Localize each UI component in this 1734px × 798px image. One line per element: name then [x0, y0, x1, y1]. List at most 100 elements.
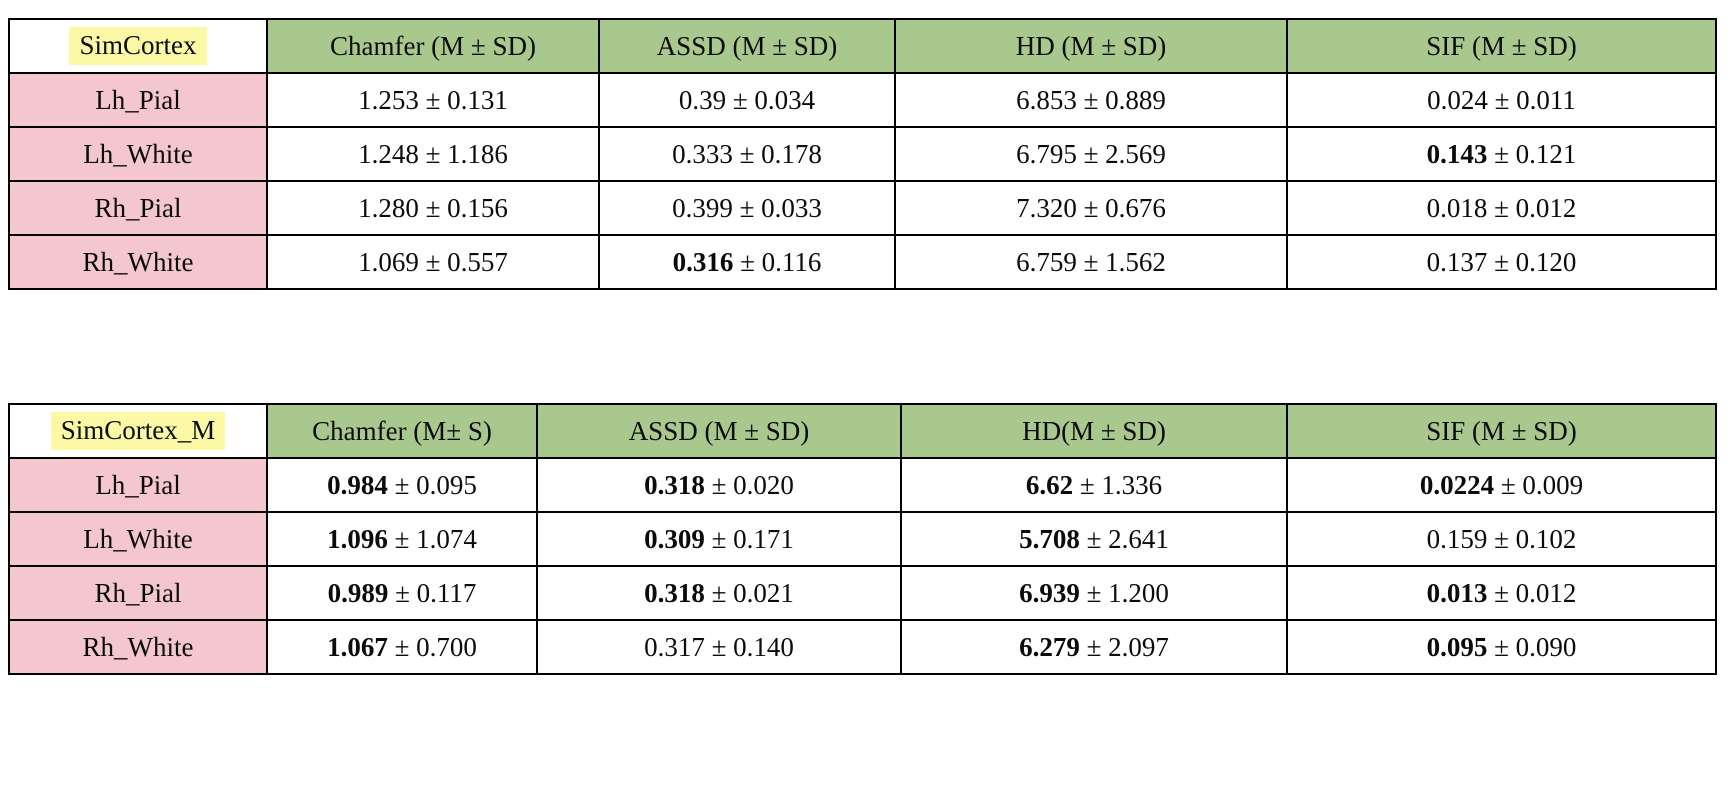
- column-header: ASSD (M ± SD): [598, 18, 896, 74]
- mean-value: 0.013: [1426, 577, 1488, 608]
- plus-minus-separator: ±: [418, 192, 448, 223]
- mean-value: 6.939: [1019, 577, 1080, 608]
- metric-value-cell: 0.137 ± 0.120: [1286, 234, 1717, 290]
- plus-minus-separator: ±: [726, 84, 755, 115]
- sd-value: 0.676: [1105, 192, 1166, 223]
- column-header: Chamfer (M± S): [266, 403, 538, 459]
- metric-value-cell: 6.795 ± 2.569: [894, 126, 1288, 182]
- metric-value-cell: 0.309 ± 0.171: [536, 511, 902, 567]
- mean-value: 0.333: [672, 138, 733, 169]
- plus-minus-separator: ±: [1487, 192, 1516, 223]
- sd-value: 0.120: [1515, 246, 1577, 277]
- metric-value-cell: 0.318 ± 0.021: [536, 565, 902, 621]
- sd-value: 0.090: [1515, 631, 1577, 662]
- mean-value: 0.989: [327, 577, 389, 608]
- highlighted-table-title: SimCortex: [69, 27, 207, 65]
- mean-value: 6.62: [1025, 469, 1074, 500]
- mean-value: 7.320: [1016, 192, 1077, 223]
- metric-value-cell: 0.399 ± 0.033: [598, 180, 896, 236]
- metric-value-cell: 0.316 ± 0.116: [598, 234, 896, 290]
- table-row: Lh_Pial 0.984 ± 0.095 0.318 ± 0.020 6.62 ± …: [8, 457, 1717, 513]
- sd-value: 0.178: [761, 138, 822, 169]
- row-label-cell: Rh_Pial: [8, 180, 268, 236]
- header-row: SimCortex_M Chamfer (M± S) ASSD (M ± SD) HD…: [8, 403, 1717, 459]
- mean-value: 0.318: [644, 577, 705, 608]
- highlighted-table-title: SimCortex_M: [50, 412, 226, 450]
- metric-value-cell: 0.989 ± 0.117: [266, 565, 538, 621]
- column-header: SIF (M ± SD): [1286, 18, 1717, 74]
- metric-value-cell: 0.159 ± 0.102: [1286, 511, 1717, 567]
- mean-value: 1.248: [358, 138, 419, 169]
- sd-value: 0.012: [1515, 192, 1577, 223]
- sd-value: 1.074: [416, 523, 477, 554]
- plus-minus-separator: ±: [1487, 84, 1517, 115]
- mean-value: 1.069: [358, 246, 419, 277]
- mean-value: 0.316: [672, 246, 734, 277]
- table-row: Rh_Pial 0.989 ± 0.117 0.318 ± 0.021 6.939 ±…: [8, 565, 1717, 621]
- mean-value: 1.067: [327, 631, 388, 662]
- metric-value-cell: 0.984 ± 0.095: [266, 457, 538, 513]
- sd-value: 0.116: [761, 246, 822, 277]
- plus-minus-separator: ±: [1079, 631, 1109, 662]
- plus-minus-separator: ±: [733, 246, 762, 277]
- simcortex-m-metrics-table: SimCortex_M Chamfer (M± S) ASSD (M ± SD) HD…: [8, 403, 1717, 675]
- row-label-cell: Rh_White: [8, 234, 268, 290]
- metric-value-cell: 6.62 ± 1.336: [900, 457, 1288, 513]
- metric-value-cell: 1.280 ± 0.156: [266, 180, 600, 236]
- sd-value: 1.336: [1101, 469, 1163, 500]
- plus-minus-separator: ±: [732, 192, 762, 223]
- row-label-cell: Rh_Pial: [8, 565, 268, 621]
- metric-value-cell: 1.253 ± 0.131: [266, 72, 600, 128]
- mean-value: 6.279: [1019, 631, 1080, 662]
- table-row: Rh_White 1.067 ± 0.700 0.317 ± 0.140 6.279 …: [8, 619, 1717, 675]
- metric-value-cell: 0.018 ± 0.012: [1286, 180, 1717, 236]
- sd-value: 1.200: [1108, 577, 1169, 608]
- column-header: SIF (M ± SD): [1286, 403, 1717, 459]
- plus-minus-separator: ±: [1079, 577, 1109, 608]
- sd-value: 0.140: [733, 631, 794, 662]
- mean-value: 0.159: [1426, 523, 1488, 554]
- sd-value: 1.562: [1105, 246, 1166, 277]
- plus-minus-separator: ±: [1079, 523, 1109, 554]
- mean-value: 0.317: [644, 631, 705, 662]
- column-header: HD (M ± SD): [894, 18, 1288, 74]
- mean-value: 5.708: [1019, 523, 1080, 554]
- plus-minus-separator: ±: [732, 138, 762, 169]
- metric-value-cell: 1.248 ± 1.186: [266, 126, 600, 182]
- plus-minus-separator: ±: [704, 577, 734, 608]
- metric-value-cell: 0.143 ± 0.121: [1286, 126, 1717, 182]
- mean-value: 1.096: [327, 523, 388, 554]
- plus-minus-separator: ±: [388, 577, 417, 608]
- sd-value: 0.156: [447, 192, 508, 223]
- corner-label-cell: SimCortex: [8, 18, 268, 74]
- sd-value: 0.095: [416, 469, 477, 500]
- metric-value-cell: 0.095 ± 0.090: [1286, 619, 1717, 675]
- table-row: Lh_White 1.096 ± 1.074 0.309 ± 0.171 5.708 …: [8, 511, 1717, 567]
- row-label-cell: Lh_White: [8, 126, 268, 182]
- plus-minus-separator: ±: [387, 469, 417, 500]
- plus-minus-separator: ±: [418, 138, 448, 169]
- metric-value-cell: 6.939 ± 1.200: [900, 565, 1288, 621]
- plus-minus-separator: ±: [704, 631, 734, 662]
- plus-minus-separator: ±: [1073, 469, 1102, 500]
- table-row: Rh_White 1.069 ± 0.557 0.316 ± 0.116 6.759 …: [8, 234, 1717, 290]
- plus-minus-separator: ±: [418, 246, 448, 277]
- plus-minus-separator: ±: [1487, 523, 1516, 554]
- plus-minus-separator: ±: [1076, 192, 1106, 223]
- metric-value-cell: 0.013 ± 0.012: [1286, 565, 1717, 621]
- mean-value: 0.018: [1426, 192, 1488, 223]
- plus-minus-separator: ±: [418, 84, 448, 115]
- plus-minus-separator: ±: [1487, 577, 1516, 608]
- metric-value-cell: 0.0224 ± 0.009: [1286, 457, 1717, 513]
- mean-value: 0.137: [1426, 246, 1488, 277]
- simcortex-metrics-table: SimCortex Chamfer (M ± SD) ASSD (M ± SD) HD…: [8, 18, 1717, 290]
- table-row: Lh_Pial 1.253 ± 0.131 0.39 ± 0.034 6.853 ± …: [8, 72, 1717, 128]
- row-label-cell: Lh_Pial: [8, 457, 268, 513]
- sd-value: 0.033: [761, 192, 822, 223]
- mean-value: 0.143: [1426, 138, 1488, 169]
- sd-value: 0.011: [1516, 84, 1576, 115]
- metric-value-cell: 6.279 ± 2.097: [900, 619, 1288, 675]
- plus-minus-separator: ±: [704, 469, 734, 500]
- mean-value: 0.318: [644, 469, 705, 500]
- sd-value: 0.009: [1522, 469, 1584, 500]
